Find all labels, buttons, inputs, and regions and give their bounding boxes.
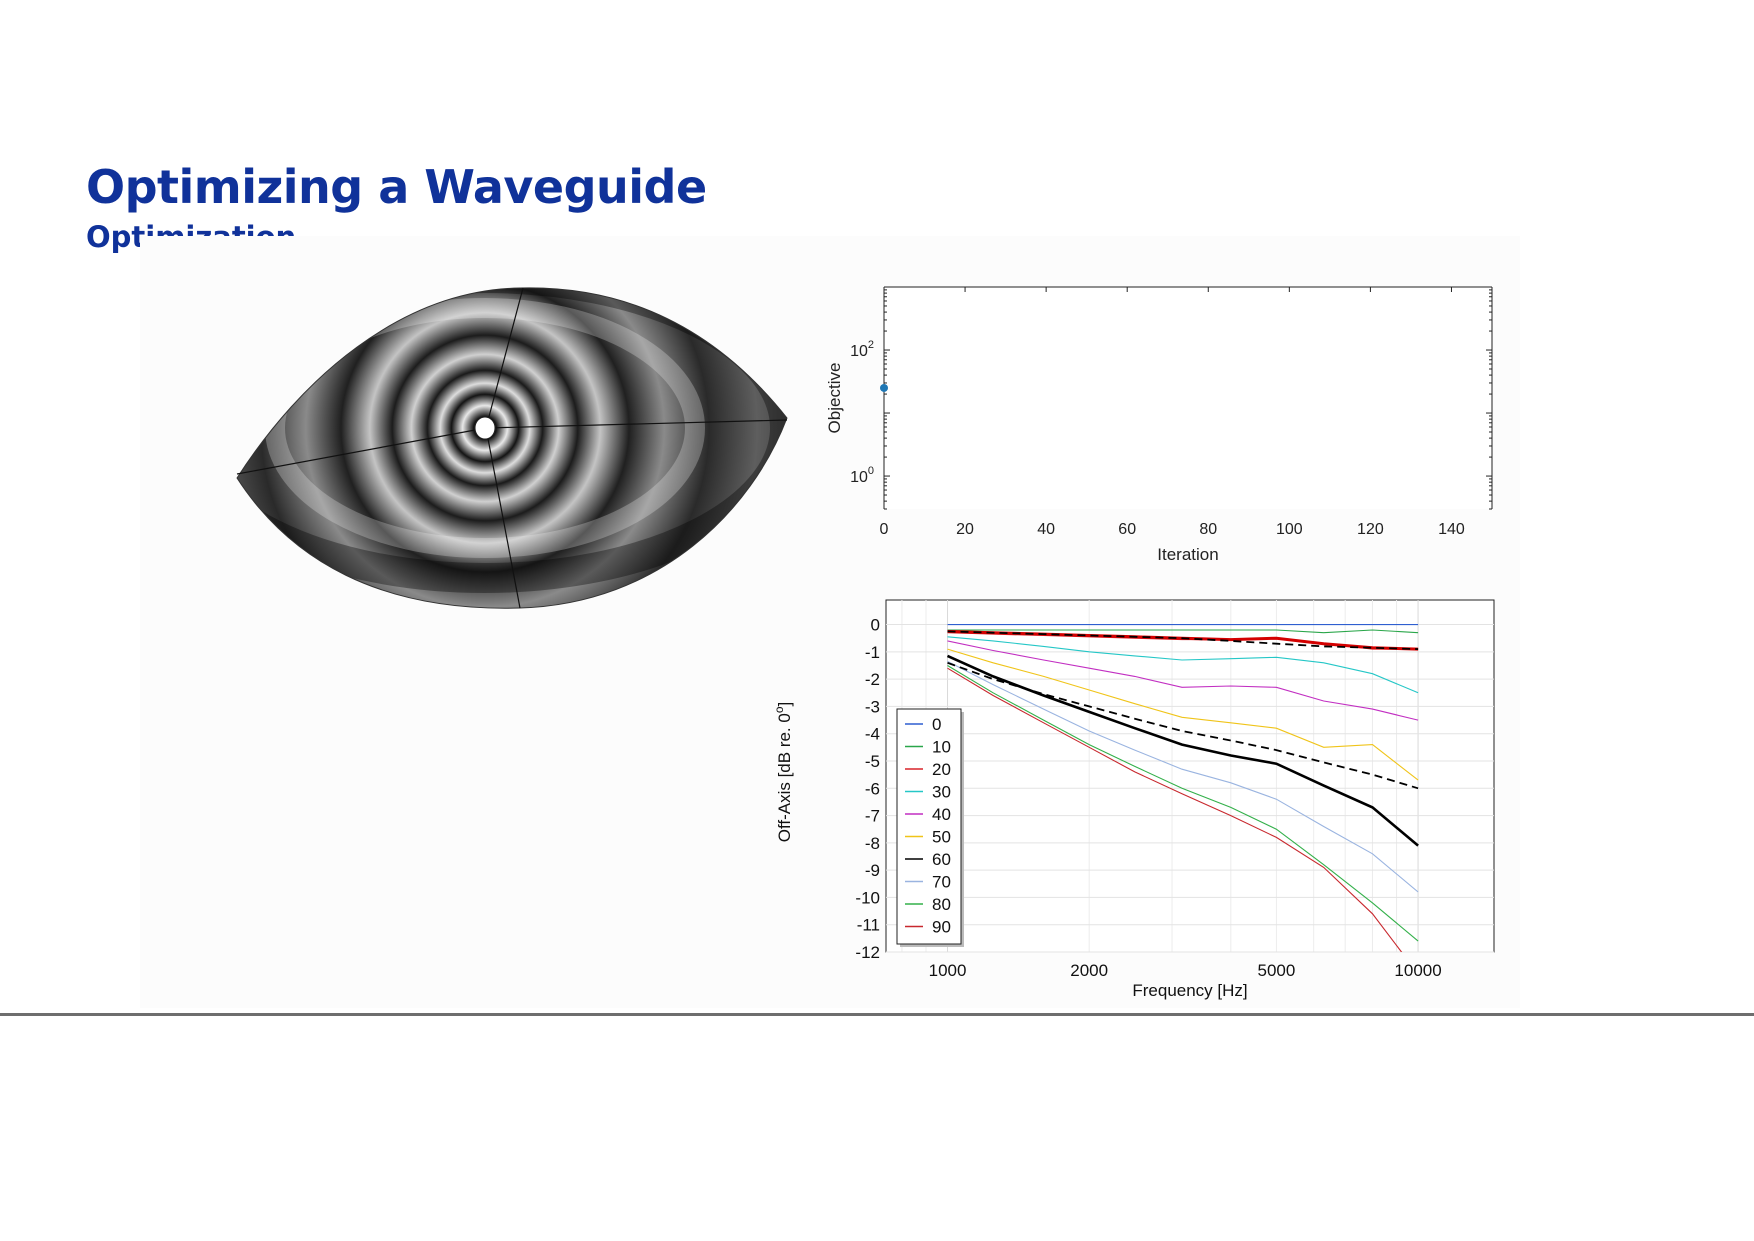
plot2-ytick-label: -12 [855,943,880,962]
plot2-legend-label: 40 [932,805,951,824]
plot2-xtick-label: 2000 [1070,961,1108,980]
plot1-xtick-label: 140 [1438,521,1465,538]
plot2-series-line-30 [947,636,1419,694]
plot1-xtick-label: 60 [1118,521,1136,538]
plot2-xtick-label: 5000 [1258,961,1296,980]
plot2-ytick-label: -6 [865,779,880,798]
plot2-legend-label: 30 [932,783,951,802]
page-title: Optimizing a Waveguide [86,160,707,214]
plot1-xtick-label: 100 [1276,521,1303,538]
plot2-ytick-label: -10 [855,888,880,907]
plot1-xtick-label: 80 [1199,521,1217,538]
plot2-xtick-label: 1000 [929,961,967,980]
plot2-ytick-label: -3 [865,697,880,716]
plot2-legend-label: 70 [932,873,951,892]
plot2-series-line-10 [947,629,1419,634]
plot2-series-line-40 [947,640,1419,721]
plot2-xlabel: Frequency [Hz] [1132,981,1247,1000]
plot2-ytick-label: -2 [865,670,880,689]
plot1-xtick-label: 0 [880,521,889,538]
plot2-ytick-label: -11 [857,916,880,935]
plot1-xlabel: Iteration [1157,545,1218,564]
plot2-series-line-80 [947,665,1419,942]
plot1-xtick-label: 120 [1357,521,1384,538]
plot2-legend-label: 50 [932,828,951,847]
plot2-ytick-label: -4 [865,725,880,744]
plot1-ylabel: Objective [825,363,844,434]
plot2-legend-label: 10 [932,738,951,757]
plot2-series-line-90 [947,667,1403,952]
plot1-ytick-label: 100 [850,465,874,486]
plot2-series-group [946,624,1419,952]
plot2-reference-line-2 [947,661,1419,790]
plot2-legend-label: 0 [932,715,941,734]
plot1-xtick-label: 20 [956,521,974,538]
plot2-xtick-label: 10000 [1394,961,1441,980]
plot2-legend-label: 90 [932,918,951,937]
plot2-ytick-label: -9 [865,861,880,880]
plot2-ytick-label: -7 [865,807,880,826]
plot2-ytick-label: 0 [871,616,880,635]
plot2-ytick-label: -5 [865,752,880,771]
plot1-area [884,287,1492,509]
plot2-legend-label: 20 [932,760,951,779]
plot1-xtick-label: 40 [1037,521,1055,538]
plot2-legend [896,708,962,945]
plot1-ytick-label: 102 [850,339,874,360]
plot2-legend-label: 80 [932,895,951,914]
plot2-area [885,599,1495,953]
plot2-series-line-70 [947,660,1419,893]
plot2-legend-label: 60 [932,850,951,869]
footer-divider [0,1013,1754,1016]
plot2-reference-line-1 [947,630,1419,650]
plot2-ytick-label: -8 [865,834,880,853]
plot2-ytick-label: -1 [865,643,880,662]
plot1-data-point [880,383,888,392]
plot2-series-line-50 [947,648,1419,781]
plot2-ylabel: Off-Axis [dB re. 0o] [772,702,794,843]
